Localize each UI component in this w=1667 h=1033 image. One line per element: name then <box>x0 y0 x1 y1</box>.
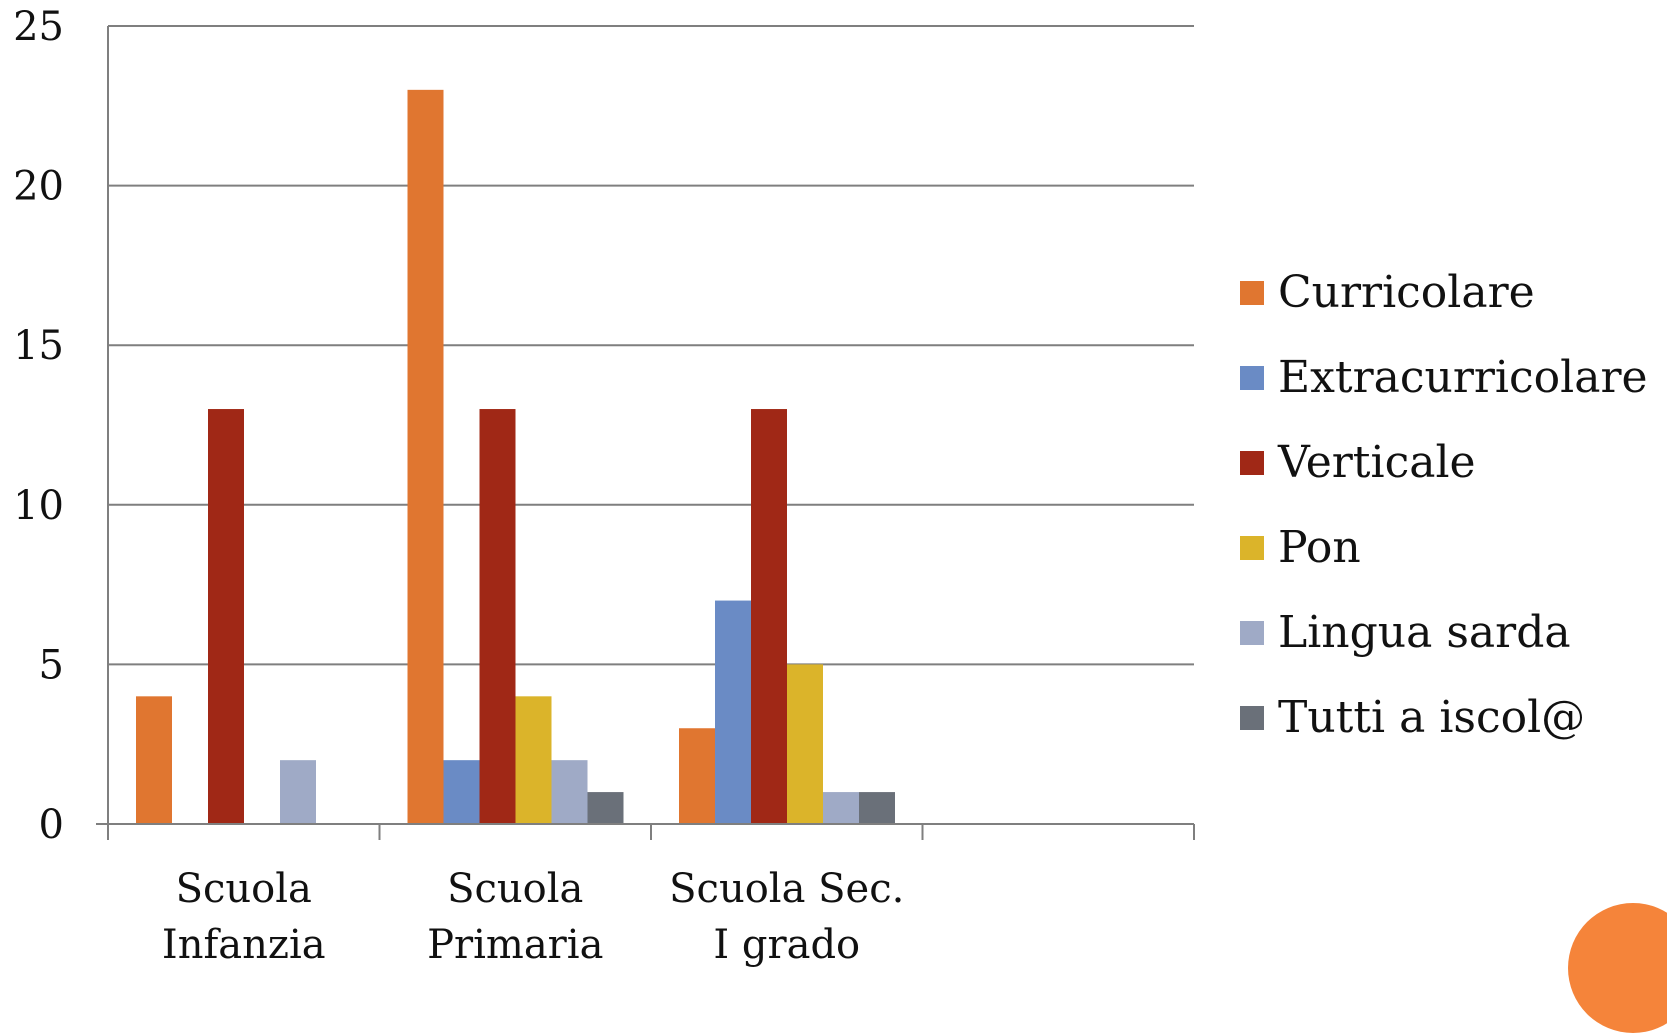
gridlines <box>108 25 1194 825</box>
x-tick-label: Scuola Sec. <box>669 866 904 912</box>
bar <box>715 600 751 824</box>
legend-item: Verticale <box>1240 420 1648 505</box>
bar <box>443 760 480 824</box>
legend-label: Verticale <box>1278 436 1476 488</box>
y-tick-label: 25 <box>13 4 64 50</box>
x-axis <box>96 26 1195 840</box>
legend-label: Lingua sarda <box>1278 606 1571 658</box>
x-tick-label: Scuola <box>176 866 312 912</box>
bar <box>859 792 895 824</box>
bar <box>208 409 244 824</box>
legend-item: Pon <box>1240 505 1648 590</box>
chart-area: 0 5 10 15 20 25 Scuola Infanzia Scuola Primaria S… <box>13 4 1667 1033</box>
x-tick-label: Infanzia <box>162 922 326 968</box>
bar <box>679 728 715 824</box>
legend-item: Curricolare <box>1240 250 1648 335</box>
y-tick-label: 0 <box>39 802 64 848</box>
bar <box>515 696 552 824</box>
legend-item: Tutti a iscol@ <box>1240 675 1648 760</box>
x-tick-label: Primaria <box>427 922 603 968</box>
y-tick-label: 5 <box>39 642 64 688</box>
bar <box>280 760 316 824</box>
y-tick-label: 20 <box>13 164 64 210</box>
y-tick-label: 10 <box>13 483 64 529</box>
x-tick-label: Scuola <box>447 866 583 912</box>
legend-swatch <box>1240 705 1264 730</box>
x-axis-labels: Scuola Infanzia Scuola Primaria Scuola Sec. I… <box>162 866 904 968</box>
legend-label: Curricolare <box>1278 266 1535 318</box>
bar <box>823 792 859 824</box>
bar <box>407 89 444 825</box>
legend-swatch <box>1240 620 1264 645</box>
legend-item: Lingua sarda <box>1240 590 1648 675</box>
x-tick-label: I grado <box>713 922 860 968</box>
legend-label: Pon <box>1278 521 1361 573</box>
legend-item: Extracurricolare <box>1240 335 1648 420</box>
legend-swatch <box>1240 365 1264 390</box>
legend-swatch <box>1240 280 1264 305</box>
legend-swatch <box>1240 535 1264 560</box>
bar <box>587 792 624 824</box>
bar <box>751 409 787 824</box>
bar <box>787 664 823 824</box>
y-axis-ticks: 0 5 10 15 20 25 <box>13 4 64 848</box>
y-tick-label: 15 <box>13 323 64 369</box>
bar <box>551 760 588 824</box>
bars <box>136 89 895 825</box>
legend-label: Tutti a iscol@ <box>1278 691 1586 743</box>
bar <box>479 409 516 824</box>
legend-swatch <box>1240 450 1264 475</box>
legend-label: Extracurricolare <box>1278 351 1648 403</box>
bar <box>136 696 172 824</box>
legend: Curricolare Extracurricolare Verticale Pon L… <box>1240 250 1648 760</box>
